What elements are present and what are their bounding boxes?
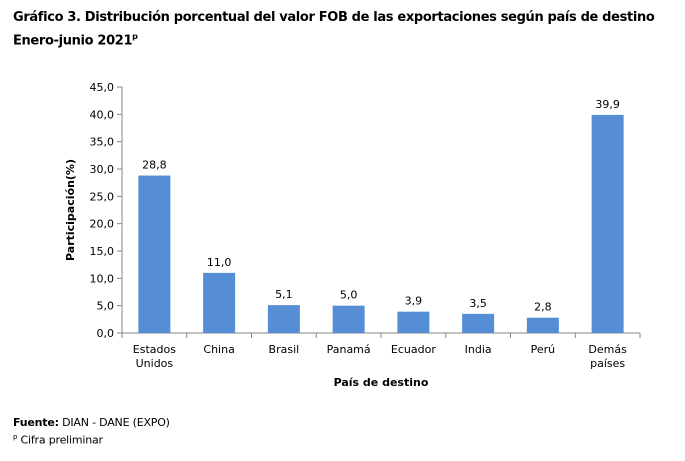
y-tick-label: 0,0 [97,327,115,340]
y-tick-label: 35,0 [90,136,115,149]
data-label: 11,0 [207,256,232,269]
x-tick-label: Perú [531,343,556,356]
y-tick-label: 40,0 [90,108,115,121]
data-label: 5,0 [340,289,358,302]
y-tick-label: 5,0 [97,300,115,313]
data-label: 3,5 [469,297,487,310]
x-tick-label: Estados [133,343,176,356]
y-axis-title: Participación(%) [64,159,77,261]
chart-title: Gráfico 3. Distribución porcentual del v… [13,8,655,50]
title-line-2: Enero-junio 2021p [13,27,654,50]
data-label: 2,8 [534,301,552,314]
bar [138,175,171,333]
x-tick-label: Ecuador [391,343,436,356]
data-label: 28,8 [142,159,167,172]
y-tick-label: 15,0 [90,245,115,258]
source-label: Fuente: [13,416,59,429]
x-tick-label: China [203,343,234,356]
footnote-text: Cifra preliminar [17,433,104,447]
x-axis-title: País de destino [334,376,429,389]
title-period: Enero-junio 2021 [13,33,133,49]
bar [332,305,365,333]
x-tick-label: Panamá [327,343,371,356]
title-superscript: p [132,32,138,41]
data-label: 5,1 [275,288,293,301]
data-label: 39,9 [595,98,620,111]
x-tick-label: Demás [588,343,627,356]
title-line-1: Gráfico 3. Distribución porcentual del v… [13,10,655,25]
y-tick-label: 10,0 [90,272,115,285]
y-tick-label: 25,0 [90,190,115,203]
x-tick-label: países [590,357,625,370]
bar [462,313,495,333]
x-tick-label: India [465,343,492,356]
x-tick-label: Unidos [136,357,174,370]
source-note: Fuente: DIAN - DANE (EXPO) [13,416,170,429]
y-tick-label: 20,0 [90,218,115,231]
data-label: 3,9 [405,295,423,308]
bar [526,317,559,333]
y-tick-label: 45,0 [90,81,115,94]
bar [591,114,624,333]
footnote: p Cifra preliminar [13,433,103,447]
bar [203,272,236,333]
footnote-marker: p [13,433,18,441]
source-text: DIAN - DANE (EXPO) [58,416,170,429]
x-tick-label: Brasil [269,343,300,356]
bar [267,305,300,333]
y-tick-label: 30,0 [90,163,115,176]
bar [397,311,430,333]
